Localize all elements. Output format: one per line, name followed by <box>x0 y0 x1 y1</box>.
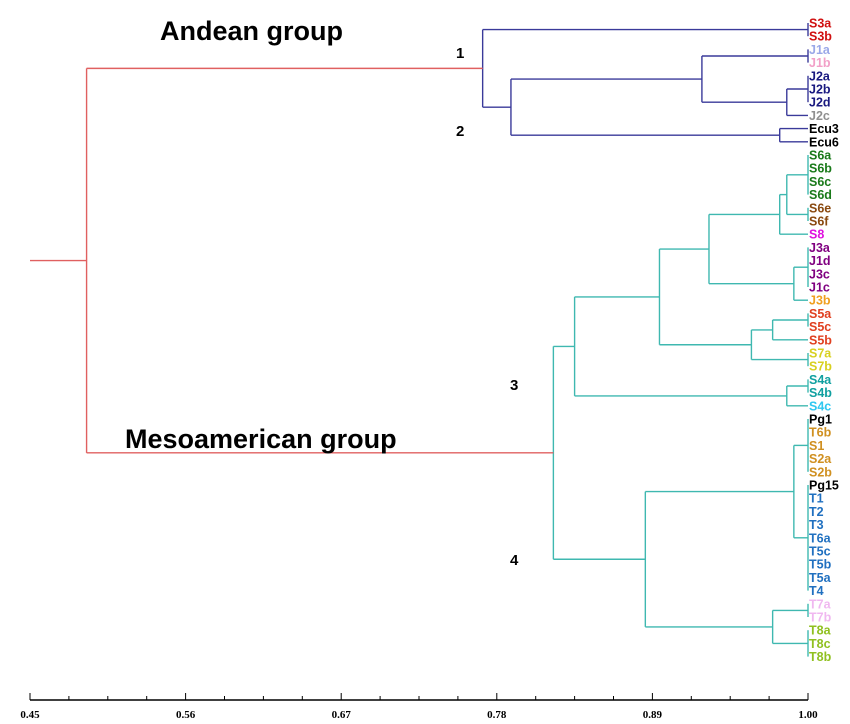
leaf-label: S5c <box>809 320 831 334</box>
leaf-label: T5c <box>809 545 831 559</box>
leaf-label: S3b <box>809 30 832 44</box>
leaf-label: Pg15 <box>809 479 839 493</box>
leaf-label: S2b <box>809 465 832 479</box>
leaf-label: J2a <box>809 69 831 83</box>
leaf-label: J2c <box>809 109 830 123</box>
leaf-label: T8c <box>809 637 831 651</box>
tick-label: 0.56 <box>176 709 196 721</box>
cluster-label-3: 3 <box>510 377 518 394</box>
leaf-label: Pg1 <box>809 413 832 427</box>
leaf-label: T7a <box>809 597 832 611</box>
leaf-label: S4c <box>809 399 831 413</box>
leaf-label: S5b <box>809 333 832 347</box>
leaf-label: S6a <box>809 149 832 163</box>
leaf-label: S7a <box>809 347 832 361</box>
leaf-label: S3a <box>809 17 832 31</box>
leaf-label: T8a <box>809 624 832 638</box>
tick-label: 0.45 <box>20 709 40 721</box>
leaf-label: J2d <box>809 96 831 110</box>
leaf-label: J1a <box>809 43 831 57</box>
tick-label: 0.89 <box>643 709 663 721</box>
leaf-label: S6b <box>809 162 832 176</box>
dendrogram-branches <box>30 23 809 657</box>
leaf-labels: S3aS3bJ1aJ1bJ2aJ2bJ2dJ2cEcu3Ecu6S6aS6bS6… <box>809 17 839 665</box>
leaf-label: S6f <box>809 215 829 229</box>
leaf-label: S1 <box>809 439 824 453</box>
leaf-label: T5b <box>809 558 832 572</box>
leaf-label: Ecu6 <box>809 135 839 149</box>
leaf-label: S4a <box>809 373 832 387</box>
andean-group-title: Andean group <box>160 16 343 46</box>
leaf-label: T8b <box>809 650 832 664</box>
leaf-label: T3 <box>809 518 824 532</box>
x-axis-ticks <box>29 693 809 700</box>
leaf-label: Ecu3 <box>809 122 839 136</box>
x-axis: 0.45 0.56 0.67 0.78 0.89 1.00 <box>20 693 818 721</box>
leaf-label: S6e <box>809 201 831 215</box>
leaf-label: S5a <box>809 307 832 321</box>
leaf-label: J3b <box>809 294 831 308</box>
x-axis-tick-labels: 0.45 0.56 0.67 0.78 0.89 1.00 <box>20 709 818 721</box>
leaf-label: J3c <box>809 267 830 281</box>
leaf-label: S2a <box>809 452 832 466</box>
leaf-label: T6b <box>809 426 832 440</box>
leaf-label: S4b <box>809 386 832 400</box>
cluster-label-4: 4 <box>510 552 519 569</box>
leaf-label: J2b <box>809 83 831 97</box>
leaf-label: T2 <box>809 505 824 519</box>
leaf-label: S8 <box>809 228 824 242</box>
cluster-label-2: 2 <box>456 123 464 140</box>
tick-label: 0.67 <box>332 709 352 721</box>
leaf-label: S6d <box>809 188 832 202</box>
leaf-label: S7b <box>809 360 832 374</box>
tick-label: 0.78 <box>487 709 507 721</box>
leaf-label: J1c <box>809 281 830 295</box>
mesoamerican-group-title: Mesoamerican group <box>125 424 397 454</box>
leaf-label: T4 <box>809 584 824 598</box>
leaf-label: T1 <box>809 492 824 506</box>
leaf-label: T7b <box>809 611 832 625</box>
tick-label: 1.00 <box>798 709 818 721</box>
leaf-label: J3a <box>809 241 831 255</box>
leaf-label: J1b <box>809 56 831 70</box>
cluster-label-1: 1 <box>456 45 464 62</box>
leaf-label: S6c <box>809 175 831 189</box>
leaf-label: T5a <box>809 571 832 585</box>
leaf-label: J1d <box>809 254 831 268</box>
leaf-label: T6a <box>809 531 832 545</box>
